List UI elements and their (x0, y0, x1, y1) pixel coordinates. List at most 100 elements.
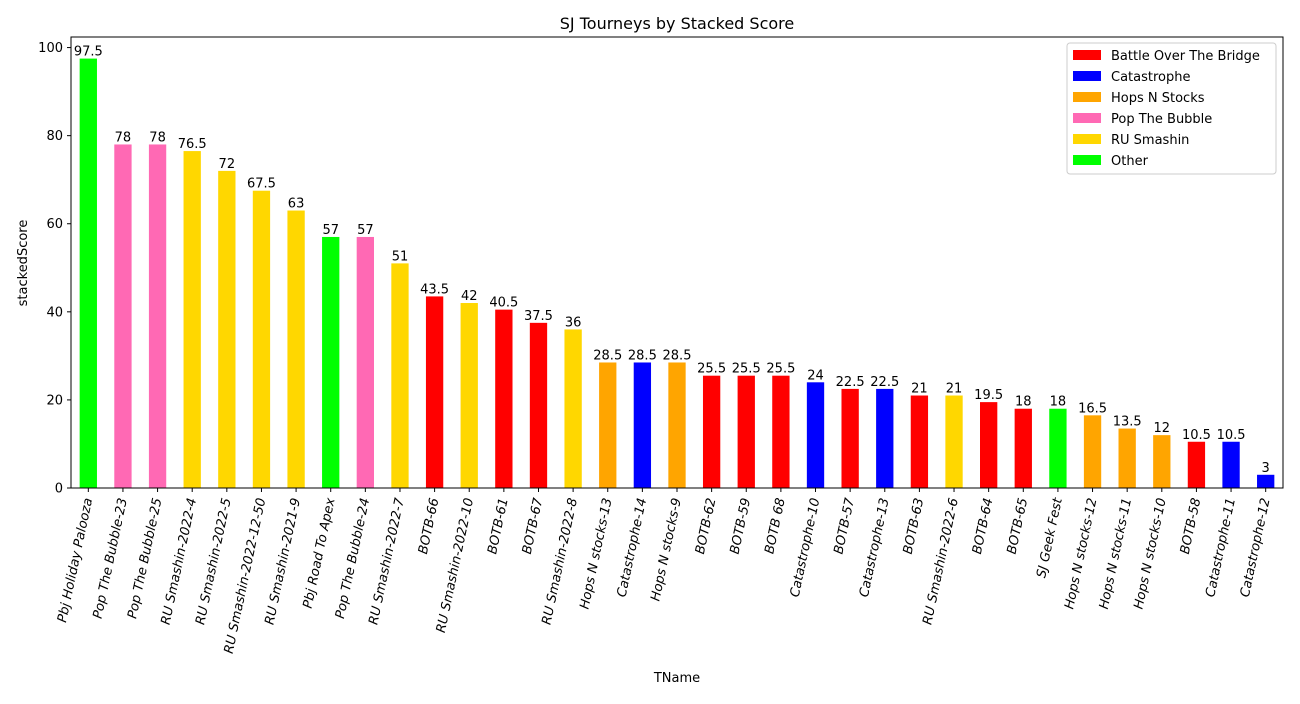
x-tick-label: RU Smashin-2022-6 (920, 497, 962, 626)
bar (114, 144, 132, 488)
bar-value-label: 3 (1262, 461, 1270, 476)
x-tick-label: RU Smashin-2022-5 (193, 497, 235, 626)
bar-value-label: 21 (946, 382, 963, 397)
x-tick-label: Hops N stocks-10 (1131, 497, 1169, 611)
x-tick-label: BOTB-58 (1178, 497, 1205, 556)
x-tick-label: BOTB-59 (728, 497, 755, 556)
x-tick-label: RU Smashin-2021-9 (262, 497, 304, 626)
bar-value-label: 42 (461, 289, 478, 304)
bar-value-label: 24 (807, 368, 824, 383)
bar-value-label: 72 (219, 157, 236, 172)
bar (287, 210, 305, 488)
bar-value-label: 57 (322, 223, 339, 238)
bar (841, 388, 859, 488)
bar (702, 375, 721, 488)
legend-swatch (1073, 113, 1101, 123)
bar (356, 236, 374, 488)
bar-value-label: 28.5 (663, 348, 692, 363)
bar (1257, 474, 1275, 488)
bar-value-label: 19.5 (974, 388, 1003, 403)
bar (425, 296, 444, 488)
x-tick-label: Pop The Bubble-25 (125, 497, 165, 620)
bar (1014, 408, 1032, 488)
plot-area-frame (70, 36, 1284, 489)
bar-value-label: 63 (288, 197, 305, 212)
y-tick-label: 80 (46, 129, 63, 144)
x-tick-label: Catastrophe-12 (1238, 497, 1274, 599)
x-tick-label: RU Smashin-2022-10 (434, 497, 477, 635)
bar-value-label: 25.5 (697, 362, 726, 377)
bar-value-label: 10.5 (1217, 428, 1246, 443)
y-tick-label: 40 (46, 305, 63, 320)
chart-title: SJ Tourneys by Stacked Score (560, 14, 794, 33)
bar-value-label: 25.5 (732, 362, 761, 377)
bar-value-label: 22.5 (836, 375, 865, 390)
x-tick-label: RU Smashin-2022-8 (539, 497, 581, 626)
legend-label: Other (1111, 154, 1149, 169)
bar (633, 362, 652, 488)
bar-value-label: 10.5 (1182, 428, 1211, 443)
x-tick-label: Pop The Bubble-23 (91, 497, 131, 620)
bar-value-label: 36 (565, 315, 582, 330)
y-axis-ticks: 0 20 40 60 80 100 (38, 41, 71, 497)
x-axis-label: TName (653, 671, 700, 686)
x-tick-label: BOTB-65 (1005, 497, 1032, 556)
bar-value-label: 28.5 (593, 348, 622, 363)
bar-value-label: 16.5 (1078, 401, 1107, 416)
bar (876, 388, 894, 488)
bar-value-label: 28.5 (628, 348, 657, 363)
x-tick-label: BOTB-66 (416, 497, 443, 556)
legend-swatch (1073, 71, 1101, 81)
bar (183, 151, 201, 488)
legend: Battle Over The Bridge Catastrophe Hops N … (1066, 42, 1277, 175)
x-tick-label: RU Smashin-2022-7 (366, 496, 408, 626)
legend-swatch (1073, 50, 1101, 60)
bar (529, 322, 548, 488)
x-tick-label: BOTB-63 (901, 497, 928, 556)
bar (564, 329, 582, 488)
bar-value-label: 21 (911, 382, 928, 397)
bar-value-label: 76.5 (178, 137, 207, 152)
bar (737, 375, 755, 488)
legend-box (1066, 42, 1277, 175)
bar-value-label: 78 (149, 130, 166, 145)
bar-value-label: 13.5 (1113, 415, 1142, 430)
y-tick-label: 100 (38, 41, 63, 56)
bar-value-label: 37.5 (524, 309, 553, 324)
bar-value-label: 18 (1015, 395, 1032, 410)
legend-label: RU Smashin (1111, 133, 1189, 148)
bars-group (79, 58, 1275, 488)
bar (218, 170, 236, 488)
bar (79, 58, 97, 488)
x-tick-label: BOTB-57 (832, 496, 859, 556)
x-tick-label: RU Smashin-2022-4 (159, 497, 201, 626)
x-tick-label: BOTB-61 (485, 497, 512, 556)
bar-value-label: 97.5 (74, 45, 103, 60)
x-tick-label: BOTB-62 (693, 497, 720, 556)
bar-value-label: 12 (1154, 421, 1171, 436)
bar (806, 382, 825, 488)
y-tick-label: 0 (55, 482, 63, 497)
legend-swatch (1073, 92, 1101, 102)
x-tick-label: Hops N stocks-13 (577, 497, 615, 611)
y-tick-label: 60 (46, 217, 63, 232)
x-tick-label: Hops N stocks-11 (1097, 497, 1135, 611)
bar-value-label: 40.5 (489, 296, 518, 311)
bar (495, 309, 513, 488)
bar (910, 395, 929, 488)
x-tick-label: Hops N stocks-9 (648, 497, 684, 603)
bar-value-label: 22.5 (870, 375, 899, 390)
x-tick-label: BOTB 68 (762, 497, 788, 556)
bar (148, 144, 167, 488)
bar-value-label: 57 (357, 223, 374, 238)
bar (1222, 441, 1240, 488)
bar (1083, 415, 1102, 488)
bar (772, 375, 790, 488)
x-tick-label: Catastrophe-14 (615, 497, 651, 599)
legend-swatch (1073, 134, 1101, 144)
x-tick-label: Pop The Bubble-24 (333, 497, 373, 620)
bar (599, 362, 617, 488)
